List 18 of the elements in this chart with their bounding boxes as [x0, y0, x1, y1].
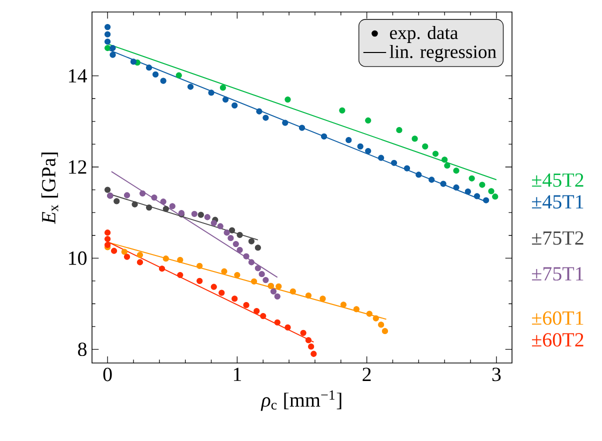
text: ±75T2	[532, 231, 584, 245]
x-tick-label: 1	[234, 368, 241, 381]
x-axis-title: ρ$_{c}$ [mm$^{−1}$]	[260, 390, 342, 411]
y-axis-title: E$_{x}$ [GPa]	[41, 152, 58, 224]
text: ±45T1	[532, 195, 584, 209]
text: ±60T1	[532, 311, 584, 325]
y-tick-label: 10	[69, 251, 87, 265]
x-tick-label: 0	[103, 368, 112, 382]
y-tick-label: 8	[78, 342, 87, 356]
legend-label: lin. regression	[390, 44, 496, 62]
x-tick-label: 3	[492, 368, 501, 382]
y-tick-label: 14	[69, 69, 87, 82]
x-tick-label: 2	[362, 368, 371, 381]
text: ±75T1	[532, 267, 584, 281]
y-tick-label: 12	[69, 160, 86, 174]
text: ±60T2	[532, 333, 584, 347]
legend-label: exp. data	[390, 26, 458, 43]
series-label: ±45T2	[532, 173, 584, 187]
